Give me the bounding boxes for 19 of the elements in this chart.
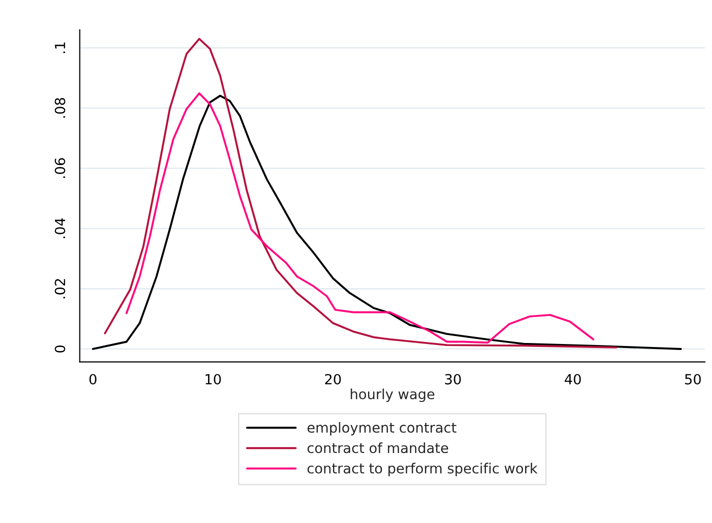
x-tick-label: 20 (325, 374, 341, 384)
x-tick-label: 0 (89, 374, 96, 384)
legend-label: employment contract (308, 422, 456, 436)
line-series (126, 92, 594, 344)
y-tick-label: .02 (54, 279, 66, 298)
y-tick-label: .08 (54, 98, 66, 118)
line-series (92, 94, 682, 350)
x-tick-label: 50 (685, 374, 701, 384)
y-tick-label: .06 (54, 158, 66, 178)
x-tick-label: 40 (564, 374, 581, 384)
x-tick-label: 30 (445, 374, 461, 384)
y-tick-label: .1 (54, 42, 66, 54)
x-axis-title: hourly wage (350, 388, 434, 402)
x-tick-label: 10 (206, 374, 221, 384)
line-series (104, 38, 618, 348)
legend-label: contract of mandate (308, 442, 448, 454)
y-tick-label: .04 (54, 218, 66, 238)
legend-label: contract to perform specific work (308, 462, 538, 476)
y-tick-label: 0 (54, 345, 66, 352)
